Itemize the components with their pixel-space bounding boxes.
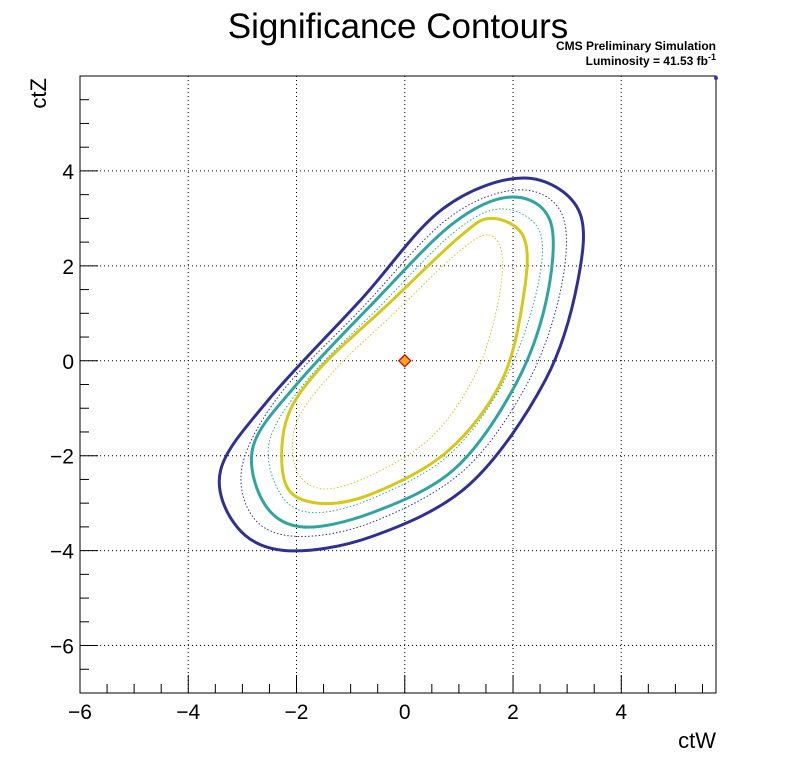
contour-dotted — [240, 189, 567, 537]
axis-ticks — [79, 75, 703, 694]
y-tick-label: −6 — [50, 636, 74, 659]
contour-dotted — [291, 234, 504, 490]
annotation-cms: CMS Preliminary Simulation — [556, 39, 716, 53]
x-tick-label: −4 — [176, 701, 200, 724]
x-tick-label: 0 — [399, 701, 411, 724]
best-fit-marker — [397, 353, 412, 368]
markers — [397, 76, 718, 368]
luminosity-text: Luminosity = 41.53 fb — [586, 54, 708, 68]
contour-solid — [249, 195, 555, 529]
x-tick-label: −2 — [285, 701, 309, 724]
annotation-luminosity: Luminosity = 41.53 fb-1 — [586, 52, 716, 68]
y-tick-label: 2 — [62, 256, 74, 279]
y-tick-label: −4 — [50, 541, 74, 564]
x-tick-label: 4 — [615, 701, 627, 724]
contour-layer — [217, 176, 585, 553]
grid-lines — [80, 76, 716, 693]
y-axis-title: ctZ — [26, 78, 51, 109]
y-tick-label: 4 — [62, 161, 74, 184]
axis-tick-labels: −6 −4 −2 0 2 4 −6 −4 −2 0 2 4 — [50, 161, 627, 724]
x-axis-title: ctW — [678, 728, 716, 753]
contour-solid — [280, 216, 529, 506]
corner-point-marker — [714, 76, 718, 80]
x-tick-label: 2 — [507, 701, 519, 724]
contour-dotted — [267, 208, 543, 514]
x-tick-label: −6 — [68, 701, 92, 724]
plot-frame — [79, 75, 717, 694]
contour-solid — [217, 176, 585, 553]
y-tick-label: −2 — [50, 446, 74, 469]
plot-frame-rect — [79, 75, 717, 694]
chart-title: Significance Contours — [228, 7, 568, 46]
luminosity-unit-exponent: -1 — [708, 52, 716, 62]
y-tick-label: 0 — [62, 351, 74, 374]
